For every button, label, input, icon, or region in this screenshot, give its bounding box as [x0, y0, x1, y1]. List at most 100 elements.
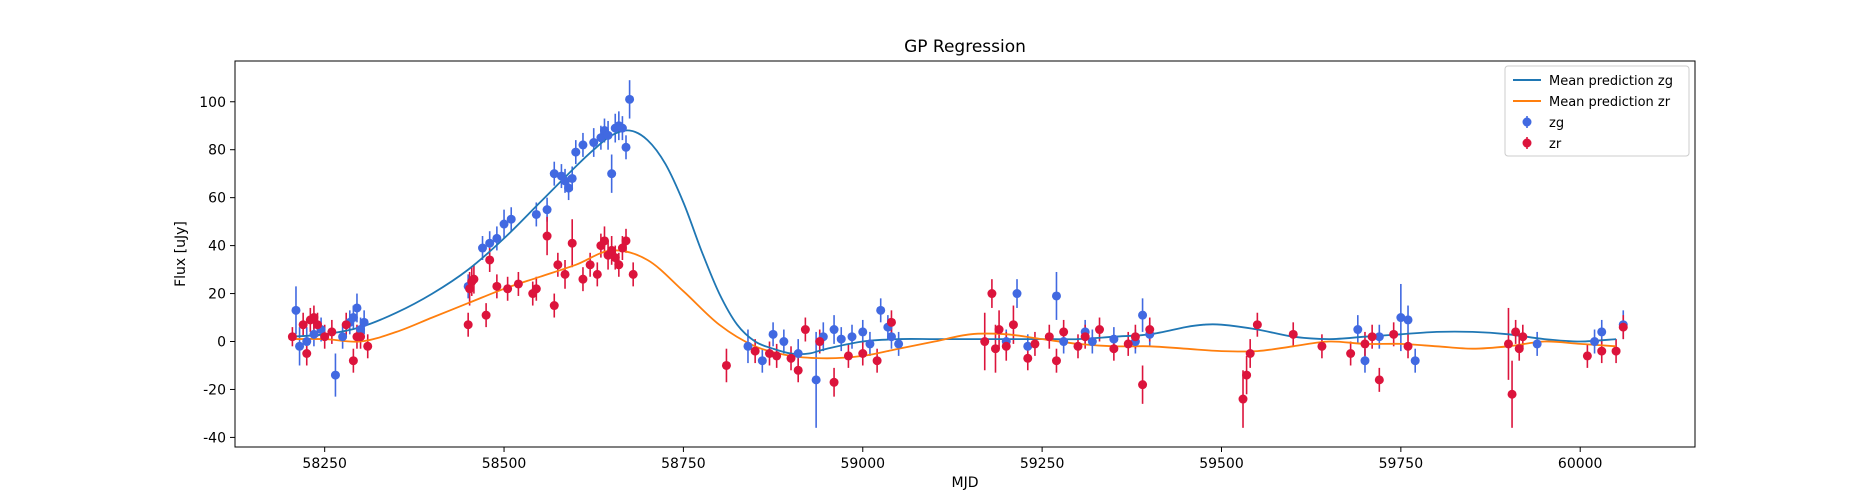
point-zg: [330, 370, 340, 380]
point-zr: [287, 332, 297, 342]
point-zg: [603, 130, 613, 140]
point-zr: [1360, 339, 1370, 349]
point-zr: [578, 274, 588, 284]
point-zg: [338, 332, 348, 342]
point-zr: [1145, 325, 1155, 335]
point-zg: [1023, 341, 1033, 351]
point-zg: [1403, 315, 1413, 325]
point-zr: [1403, 341, 1413, 351]
point-zg: [621, 142, 631, 152]
point-zr: [1095, 325, 1105, 335]
point-zg: [564, 183, 574, 193]
point-zg: [1059, 337, 1069, 347]
errorbar-layer: [291, 80, 1625, 428]
point-zg: [1138, 310, 1148, 320]
x-tick-label: 58500: [482, 456, 527, 472]
point-zg: [1374, 332, 1384, 342]
x-tick-label: 60000: [1558, 456, 1603, 472]
x-tick-label: 59500: [1199, 456, 1244, 472]
point-zr: [320, 332, 330, 342]
x-tick-label: 58750: [661, 456, 706, 472]
point-zg: [779, 337, 789, 347]
point-zr: [1252, 320, 1262, 330]
point-zg: [1410, 356, 1420, 366]
point-zg: [309, 329, 319, 339]
point-zg: [542, 205, 552, 215]
point-zr: [990, 344, 1000, 354]
point-zg: [589, 138, 599, 148]
point-zg: [836, 334, 846, 344]
point-zg: [291, 305, 301, 315]
point-zg: [578, 140, 588, 150]
point-zg: [356, 325, 366, 335]
point-zr: [348, 356, 358, 366]
point-zg: [1087, 337, 1097, 347]
point-zr: [750, 346, 760, 356]
chart-title: GP Regression: [904, 37, 1026, 57]
y-tick-label: 100: [199, 95, 226, 111]
legend-swatch-zg: [1522, 117, 1532, 127]
point-zg: [1012, 289, 1022, 299]
point-zr: [553, 260, 563, 270]
point-zr: [721, 360, 731, 370]
point-layer: [287, 94, 1628, 404]
point-zr: [886, 317, 896, 327]
point-zr: [1238, 394, 1248, 404]
point-zr: [560, 269, 570, 279]
point-zr: [1507, 389, 1517, 399]
point-zg: [743, 341, 753, 351]
point-zg: [865, 339, 875, 349]
point-zr: [1001, 341, 1011, 351]
y-tick-label: 20: [208, 287, 226, 303]
point-zg: [499, 219, 509, 229]
point-zr: [793, 365, 803, 375]
point-zr: [492, 281, 502, 291]
point-zg: [1396, 313, 1406, 323]
point-zr: [621, 236, 631, 246]
point-zg: [549, 169, 559, 179]
point-zr: [1317, 341, 1327, 351]
point-zr: [1518, 332, 1528, 342]
point-zg: [886, 332, 896, 342]
x-tick-label: 59750: [1379, 456, 1424, 472]
point-zg: [506, 214, 516, 224]
legend-swatch-zr: [1522, 138, 1532, 148]
point-zr: [485, 255, 495, 265]
point-zg: [1353, 325, 1363, 335]
point-zg: [560, 176, 570, 186]
point-zr: [1242, 370, 1252, 380]
point-zg: [894, 339, 904, 349]
point-zr: [481, 310, 491, 320]
point-zg: [847, 332, 857, 342]
point-zr: [567, 238, 577, 248]
point-zr: [1597, 346, 1607, 356]
point-zr: [617, 243, 627, 253]
point-zg: [492, 233, 502, 243]
y-tick-label: 0: [217, 335, 226, 351]
point-zr: [469, 274, 479, 284]
point-zg: [811, 375, 821, 385]
y-axis: -40 -20 0 20 40 60 80 100: [199, 95, 235, 446]
point-zr: [585, 260, 595, 270]
point-zr: [1367, 332, 1377, 342]
point-zr: [1030, 339, 1040, 349]
point-zg: [295, 341, 305, 351]
point-zr: [1130, 332, 1140, 342]
point-zr: [764, 348, 774, 358]
point-zr: [1245, 348, 1255, 358]
point-zg: [596, 133, 606, 143]
series-line-mean-prediction-zg: [288, 129, 1617, 355]
point-zr: [858, 348, 868, 358]
point-zg: [829, 325, 839, 335]
point-zr: [1051, 356, 1061, 366]
point-zg: [348, 313, 358, 323]
point-zg: [768, 329, 778, 339]
point-zg: [876, 305, 886, 315]
point-zg: [757, 356, 767, 366]
point-zr: [363, 341, 373, 351]
point-zg: [1360, 356, 1370, 366]
point-zr: [772, 351, 782, 361]
legend-box: [1504, 65, 1690, 157]
